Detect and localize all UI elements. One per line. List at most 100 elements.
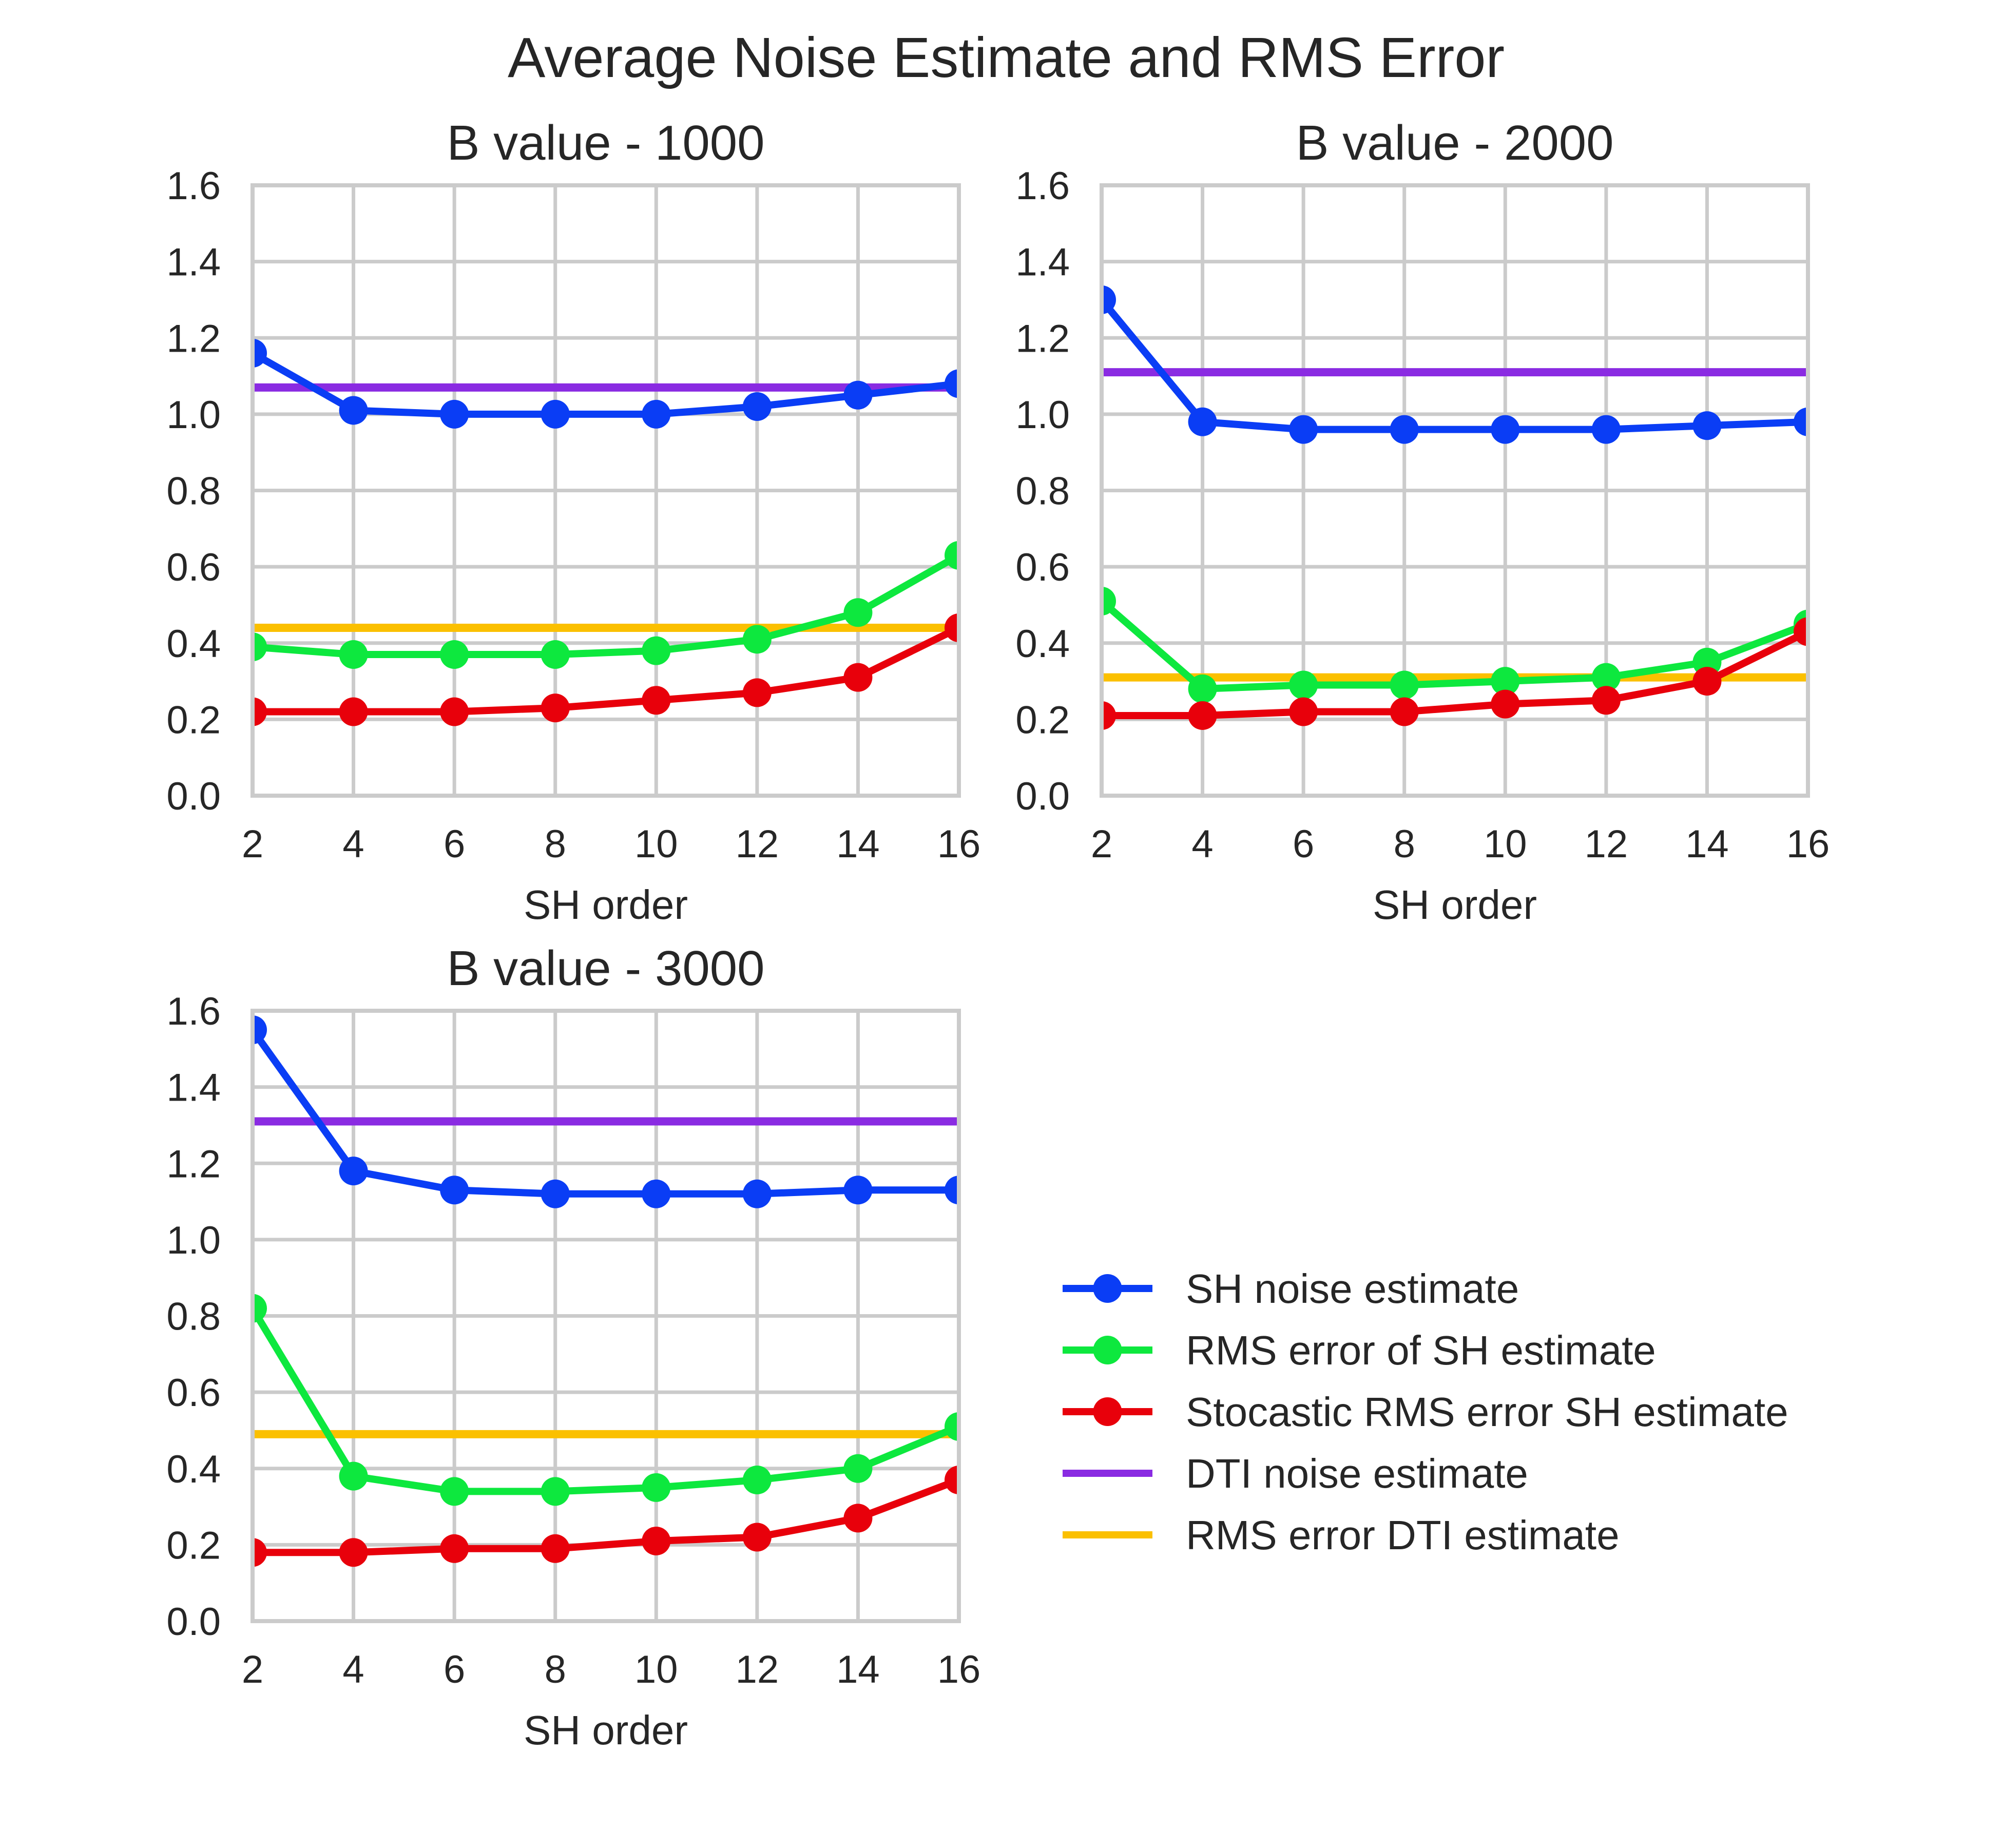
data-point (1289, 670, 1318, 700)
data-point (1794, 407, 1808, 436)
axes-frame (1100, 183, 1810, 798)
data-point (1794, 617, 1808, 646)
data-point (339, 1461, 368, 1491)
data-point (843, 380, 873, 410)
y-tick-label: 0.2 (1015, 698, 1070, 742)
x-tick-label: 8 (545, 822, 566, 866)
plot-area (253, 1015, 959, 1567)
data-point (1289, 415, 1318, 444)
series-sh-noise-estimate (1102, 285, 1808, 444)
data-point (253, 1294, 267, 1323)
data-point (843, 598, 873, 627)
data-point (1491, 689, 1520, 719)
legend-entry-sh-noise-estimate: SH noise estimate (1063, 1266, 1519, 1312)
series-rms-error-of-sh-estimate (1102, 587, 1808, 703)
series-line (253, 350, 959, 418)
y-tick-label: 1.2 (166, 317, 221, 360)
data-point (541, 694, 570, 723)
subplot-title: B value - 2000 (1296, 116, 1613, 170)
y-tick-label: 1.4 (166, 241, 221, 284)
y-tick-label: 0.0 (166, 1600, 221, 1644)
x-tick-label: 4 (342, 822, 364, 866)
legend-entry-rms-error-of-sh-estimate: RMS error of SH estimate (1063, 1327, 1656, 1373)
data-point (945, 541, 959, 570)
series-line (253, 1476, 959, 1556)
data-point (440, 697, 469, 726)
legend-entry-rms-error-dti-estimate: RMS error DTI estimate (1063, 1512, 1620, 1558)
y-tick-label: 0.8 (166, 1295, 221, 1339)
legend-label: RMS error DTI estimate (1186, 1512, 1620, 1558)
data-point (1591, 415, 1621, 444)
data-point (541, 399, 570, 429)
plot-area (1102, 285, 1808, 730)
y-tick-label: 0.8 (166, 470, 221, 513)
data-point (440, 1534, 469, 1563)
y-tick-label: 0.8 (1015, 470, 1070, 513)
y-tick-label: 1.0 (1015, 393, 1070, 437)
x-tick-label: 10 (634, 1648, 678, 1691)
data-point (440, 399, 469, 429)
y-tick-label: 0.0 (166, 775, 221, 818)
data-point (642, 636, 671, 665)
x-tick-label: 4 (342, 1648, 364, 1691)
series-stocastic-rms-error-sh-estimate (253, 613, 959, 726)
x-tick-label: 12 (736, 822, 779, 866)
y-tick-label: 0.2 (166, 698, 221, 742)
data-point (253, 632, 267, 662)
data-point (1692, 411, 1722, 440)
data-point (339, 697, 368, 726)
data-point (541, 1477, 570, 1506)
x-tick-label: 14 (836, 822, 880, 866)
y-tick-label: 1.2 (166, 1142, 221, 1186)
data-point (843, 663, 873, 692)
x-tick-label: 4 (1191, 822, 1213, 866)
x-tick-label: 2 (242, 1648, 263, 1691)
data-point (843, 1176, 873, 1205)
data-point (253, 338, 267, 368)
y-tick-label: 0.6 (166, 546, 221, 589)
x-tick-label: 12 (1585, 822, 1628, 866)
data-point (642, 686, 671, 715)
data-point (1102, 285, 1116, 314)
y-tick-label: 1.2 (1015, 317, 1070, 360)
subplot-2: B value - 2000 2 4 6 8 10 12 14 16 0.0 0.2 0.4 0.6 0.… (1015, 116, 1830, 928)
data-point (742, 1523, 772, 1552)
x-tick-label: 8 (1394, 822, 1415, 866)
y-tick-label: 0.6 (166, 1371, 221, 1415)
subplot-3: B value - 3000 2 4 6 8 10 12 14 16 0.0 0.2 0.4 0.6 0.… (166, 941, 980, 1753)
data-point (1188, 701, 1217, 730)
x-axis-label: SH order (1373, 882, 1537, 928)
subplot-1: B value - 1000 2 4 6 8 10 12 14 16 0.0 0.2 0.4 0.6 0.… (166, 116, 980, 928)
series-rms-error-of-sh-estimate (253, 541, 959, 669)
x-tick-label: 10 (1484, 822, 1527, 866)
series-sh-noise-estimate (253, 1015, 959, 1208)
data-point (253, 1015, 267, 1045)
data-point (253, 697, 267, 726)
data-point (440, 1176, 469, 1205)
series-line (253, 624, 959, 716)
data-point (1390, 415, 1419, 444)
x-tick-label: 12 (736, 1648, 779, 1691)
data-point (1188, 407, 1217, 436)
y-tick-label: 1.6 (1015, 164, 1070, 208)
subplots: B value - 1000 2 4 6 8 10 12 14 16 0.0 0.2 0.4 0.6 0.… (166, 116, 1830, 1753)
legend: SH noise estimate RMS error of SH estimat… (1063, 1266, 1788, 1558)
data-point (1390, 670, 1419, 700)
y-tick-label: 1.4 (1015, 241, 1070, 284)
legend-label: RMS error of SH estimate (1186, 1327, 1656, 1373)
x-tick-label: 10 (634, 822, 678, 866)
legend-marker (1093, 1336, 1122, 1364)
series-line (1102, 598, 1808, 692)
data-point (945, 613, 959, 643)
data-point (742, 1179, 772, 1208)
y-tick-label: 0.4 (166, 622, 221, 666)
y-tick-label: 1.6 (166, 164, 221, 208)
x-tick-label: 8 (545, 1648, 566, 1691)
data-point (541, 640, 570, 669)
series-line (1102, 297, 1808, 433)
figure-title: Average Noise Estimate and RMS Error (508, 26, 1505, 89)
legend-label: Stocastic RMS error SH estimate (1186, 1389, 1788, 1435)
x-tick-label: 6 (1293, 822, 1314, 866)
series-line (1102, 628, 1808, 719)
